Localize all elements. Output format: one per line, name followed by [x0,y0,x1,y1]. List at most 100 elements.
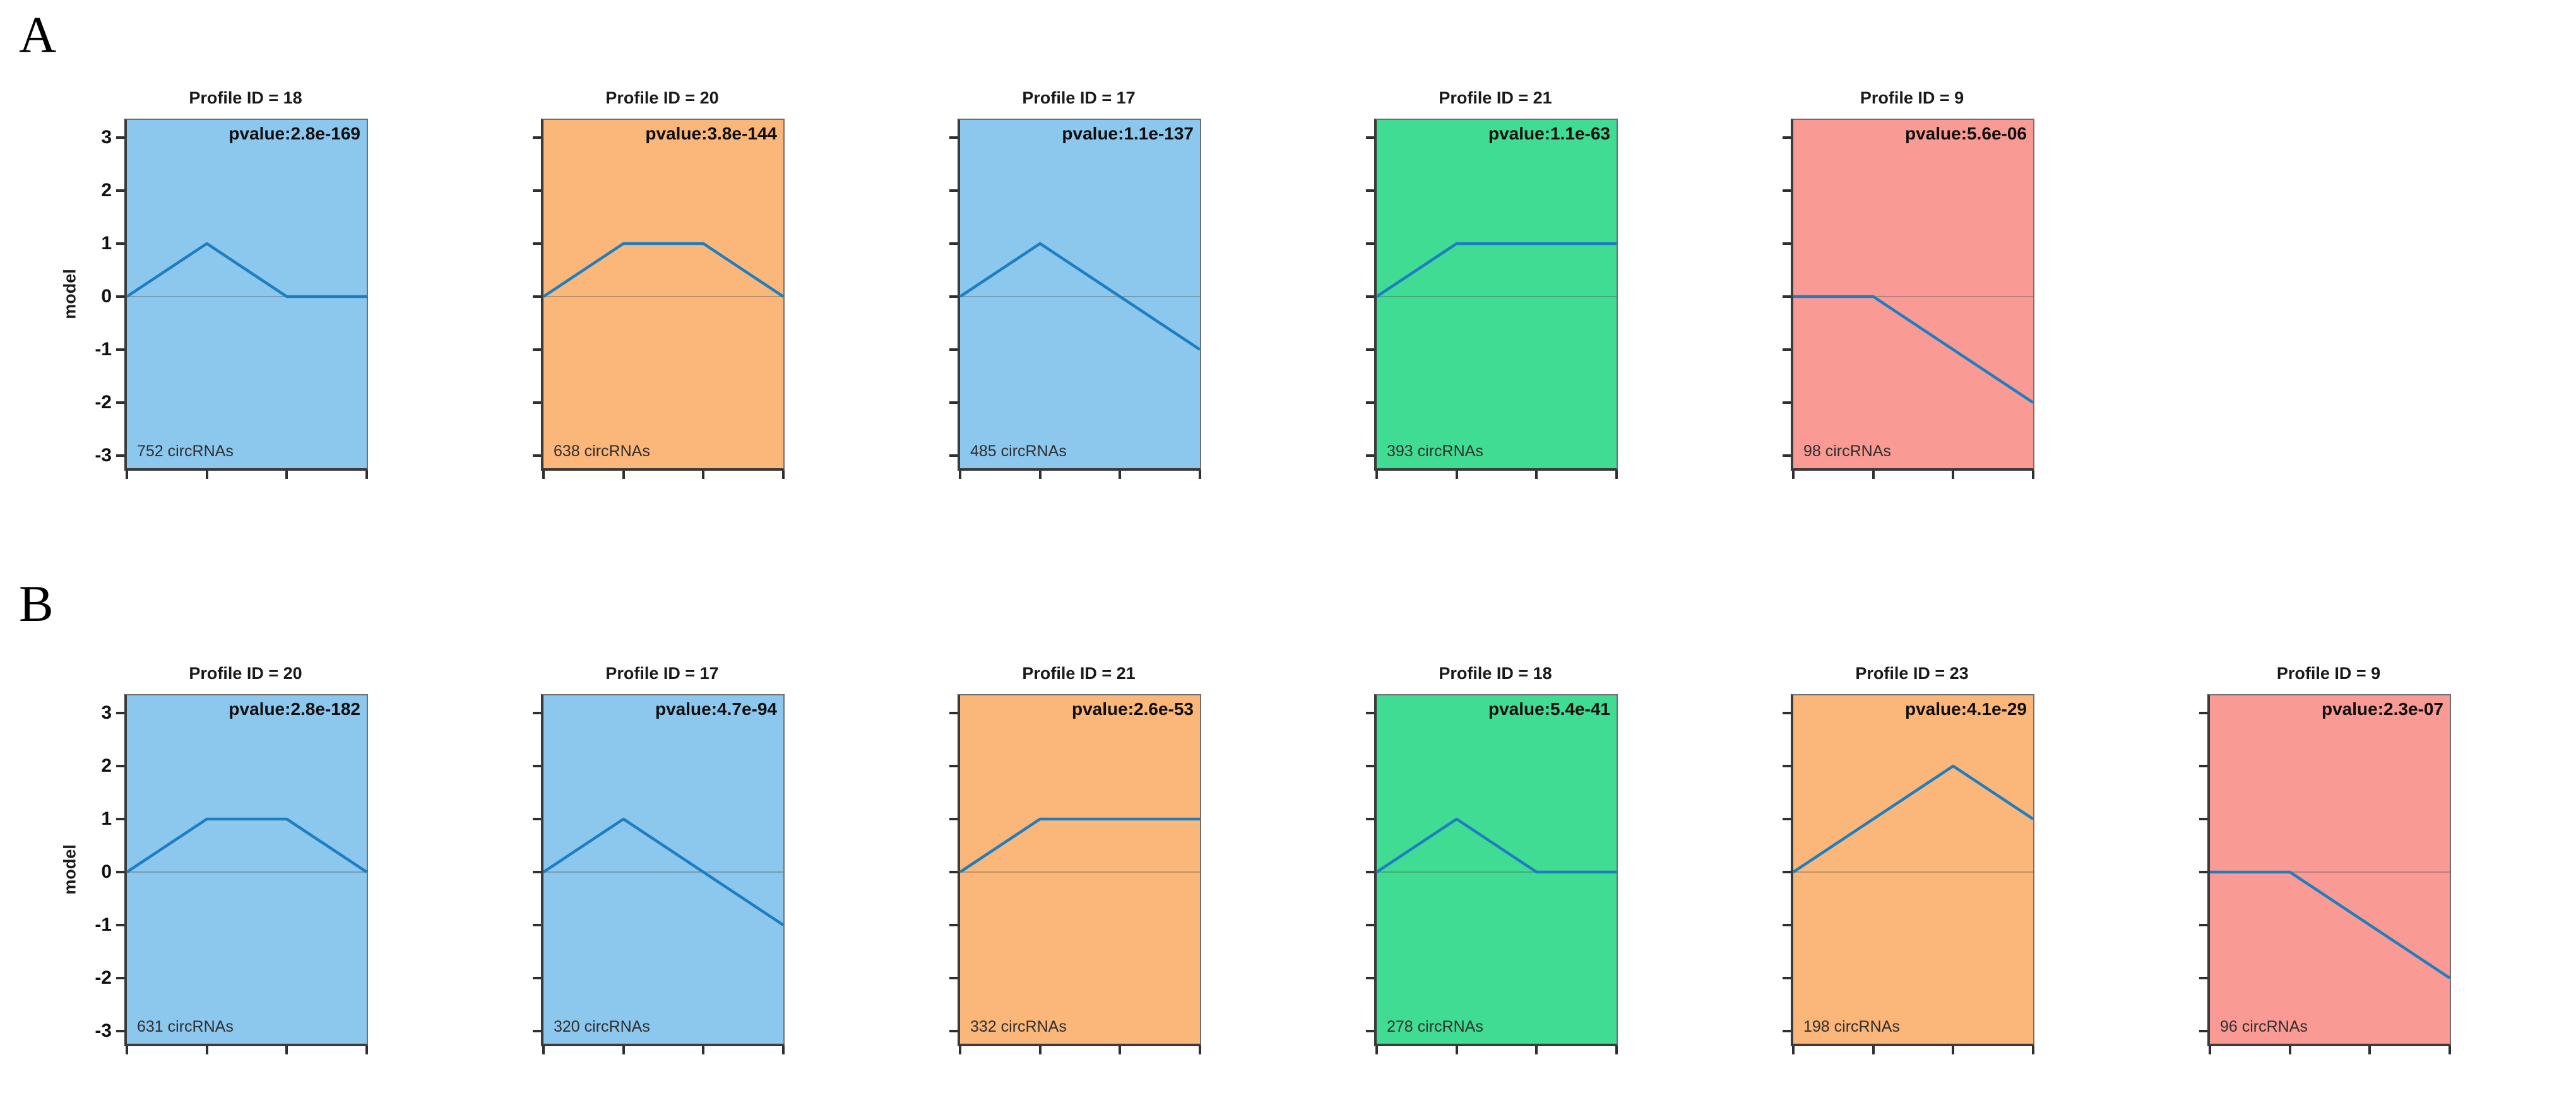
y-axis-tick [116,818,124,820]
y-axis-tick [533,1030,541,1032]
y-tick-label: -2 [95,967,112,988]
y-axis-tick [949,454,958,457]
y-axis-tick [949,1030,958,1032]
x-axis-tick [542,471,545,479]
zero-line [1793,871,2033,873]
y-axis-tick [116,348,124,351]
x-axis-tick [2448,1046,2451,1054]
y-tick-label: 1 [101,808,112,829]
y-axis-tick [1783,295,1791,298]
y-axis-tick [949,189,958,192]
zero-line [1377,296,1617,297]
profile-panel: Profile ID = 9 pvalue:5.6e-06 98 circRNA… [1783,88,2034,479]
y-tick-label: 1 [101,233,112,254]
y-axis-tick [1366,454,1374,457]
profile-panel: Profile ID = 17 pvalue:1.1e-137 485 circ… [949,88,1201,479]
circrna-count: 752 circRNAs [137,442,234,460]
pvalue-label: pvalue:2.6e-53 [1072,699,1194,719]
y-axis-tick [949,712,958,714]
x-axis-tick [126,1046,128,1054]
x-axis-tick [1872,1046,1875,1054]
y-axis-tick [116,189,124,192]
x-axis-tick [1119,1046,1122,1054]
x-axis-tick [1199,1046,1201,1054]
y-axis-tick [116,924,124,926]
y-axis-tick [949,242,958,245]
circrna-count: 198 circRNAs [1803,1018,1900,1035]
y-axis-tick [2199,818,2207,820]
y-axis-tick [1366,348,1374,351]
model-line [126,242,367,298]
profile-panel: Profile ID = 9 pvalue:2.3e-07 96 circRNA… [2199,664,2451,1054]
zero-line [960,296,1200,297]
x-axis-tick [622,471,625,479]
pvalue-label: pvalue:5.6e-06 [1905,124,2027,143]
y-axis-tick [116,401,124,404]
y-axis-tick [116,977,124,979]
y-tick-label: -1 [95,914,112,935]
y-axis-tick [2199,871,2207,873]
y-axis-tick [533,871,541,873]
y-axis-tick [1366,765,1374,767]
pvalue-label: pvalue:1.1e-63 [1488,124,1610,143]
y-axis-tick [1366,871,1374,873]
model-line [542,242,785,298]
y-axis-tick [533,189,541,192]
x-axis-tick [1455,1046,1458,1054]
y-axis-tick [1366,189,1374,192]
zero-line [543,296,783,297]
zero-line [127,871,367,873]
y-axis-tick [1366,1030,1374,1032]
x-axis-tick [1535,471,1538,479]
y-axis-tick [949,818,958,820]
y-tick-label: 3 [101,702,112,723]
y-axis-label: model [60,269,80,319]
y-axis-tick [1783,712,1791,714]
x-axis-tick [1952,471,1955,479]
zero-line [543,871,783,873]
model-line [1375,817,1617,874]
pvalue-label: pvalue:3.8e-144 [645,124,777,143]
y-axis-tick [1783,977,1791,979]
y-axis-tick [533,977,541,979]
y-axis-tick [1366,712,1374,714]
y-axis-tick [533,242,541,245]
figure-label-b: B [19,575,54,632]
zero-line [1793,296,2033,297]
y-tick-label: 0 [101,861,112,882]
y-axis-tick [949,871,958,873]
profile-panel: Profile ID = 17 pvalue:4.7e-94 320 circR… [533,664,785,1054]
y-tick-label: 3 [101,127,112,148]
y-tick-label: -3 [95,445,112,466]
y-axis-tick [2199,977,2207,979]
circrna-count: 393 circRNAs [1387,442,1483,460]
y-axis-tick [1783,136,1791,139]
x-axis-tick [2209,1046,2211,1054]
y-axis-tick [1783,348,1791,351]
y-axis-tick [1366,818,1374,820]
y-axis-tick [116,1030,124,1032]
y-axis-tick [949,924,958,926]
pvalue-label: pvalue:4.7e-94 [655,699,777,719]
x-axis-tick [1375,471,1378,479]
y-axis-tick [533,712,541,714]
figure-label-a: A [19,6,57,63]
pvalue-label: pvalue:5.4e-41 [1488,699,1610,719]
x-axis-tick [959,471,961,479]
x-axis-tick [1038,471,1042,479]
x-axis-tick [782,1046,785,1054]
profile-panel: Profile ID = 20 model 3 2 1 0 -1 -2 -3 pvalue:… [60,664,368,1054]
y-axis-tick [949,136,958,139]
x-axis-tick [959,1046,961,1054]
model-line [126,817,368,873]
y-axis-tick [1366,924,1374,926]
panel-title: Profile ID = 20 [189,664,302,683]
y-axis-tick [1783,401,1791,404]
x-axis-tick [1792,1046,1795,1054]
y-axis-tick [1783,1030,1791,1032]
y-axis-tick [1783,765,1791,767]
x-axis-tick [1615,471,1618,479]
pvalue-label: pvalue:2.8e-182 [229,699,360,719]
y-axis-tick [116,136,124,139]
